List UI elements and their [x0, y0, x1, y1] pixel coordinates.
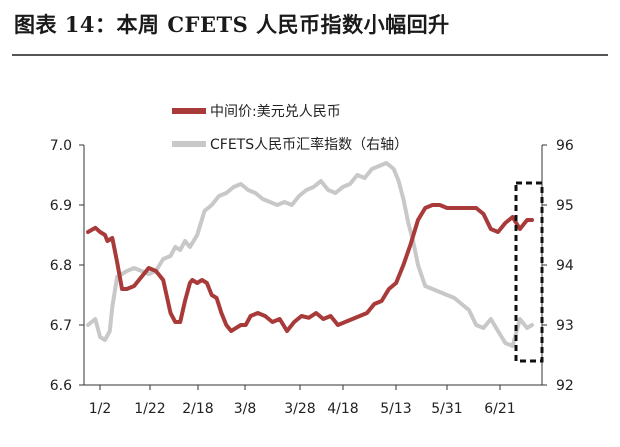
y-right-tick-label: 94: [556, 258, 574, 274]
y-left-tick-label: 6.8: [50, 258, 72, 274]
x-tick-label: 3/8: [234, 401, 257, 417]
legend-label-cfets: CFETS人民币汇率指数（右轴）: [210, 136, 408, 153]
highlight-box: [514, 181, 544, 363]
y-left-tick-label: 7.0: [50, 138, 72, 154]
y-left-tick-label: 6.7: [50, 318, 72, 334]
y-right-tick-label: 92: [556, 378, 574, 394]
x-tick-label: 1/2: [89, 401, 112, 417]
series-line-cfets: [86, 161, 534, 348]
legend-label-usdcny: 中间价:美元兑人民币: [210, 104, 341, 120]
series-line-usdcny: [86, 203, 534, 333]
x-tick-label: 2/18: [182, 401, 213, 417]
axes: 6.6 6.7 6.8 6.9 7.0 92 93 94 95 96 1/2 1/22 2/18 3/8 3…: [50, 138, 574, 417]
y-right-tick-label: 93: [556, 318, 574, 334]
y-left-tick-label: 6.9: [50, 198, 72, 214]
chart-title: 图表 14：本周 CFETS 人民币指数小幅回升: [14, 12, 450, 37]
x-tick-label: 3/28: [284, 401, 315, 417]
title-divider: [12, 54, 608, 56]
x-tick-label: 1/22: [134, 401, 165, 417]
y-left-tick-label: 6.6: [50, 378, 72, 394]
x-tick-label: 5/13: [380, 401, 411, 417]
y-right-tick-label: 95: [556, 198, 574, 214]
x-tick-label: 6/21: [484, 401, 515, 417]
series-lines: [86, 161, 534, 348]
y-right-tick-label: 96: [556, 138, 574, 154]
legend: 中间价:美元兑人民币 CFETS人民币汇率指数（右轴）: [172, 104, 408, 153]
x-tick-label: 4/18: [327, 401, 358, 417]
x-tick-label: 5/31: [431, 401, 462, 417]
